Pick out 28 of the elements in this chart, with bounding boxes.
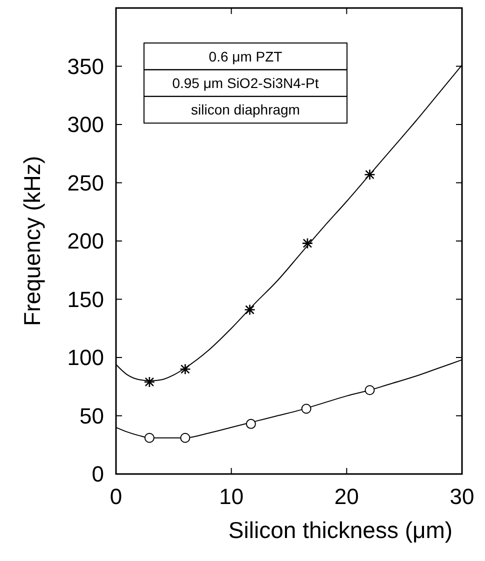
x-tick-label: 0 bbox=[110, 484, 122, 509]
annotation: 0.95 μm SiO2-Si3N4-Pt bbox=[172, 74, 319, 91]
point bbox=[246, 418, 256, 429]
text-box: 0.6 μm PZT 0.95 μm SiO2-Si3N4-Pt silicon diaphragm bbox=[144, 42, 348, 124]
point bbox=[364, 168, 376, 180]
point bbox=[180, 432, 190, 443]
point bbox=[144, 376, 156, 388]
y-tick-label: 200 bbox=[67, 228, 104, 254]
point bbox=[144, 432, 154, 443]
y-tick-label: 0 bbox=[92, 462, 104, 487]
point bbox=[301, 404, 312, 414]
x-tick-label: 10 bbox=[219, 484, 244, 509]
annotation: 0.6 μm PZT bbox=[208, 48, 283, 64]
point bbox=[180, 364, 191, 375]
y-tick-label: 350 bbox=[67, 54, 104, 79]
y-tick-label: 300 bbox=[67, 112, 104, 138]
x-tick-label: 20 bbox=[334, 484, 359, 509]
point bbox=[364, 385, 375, 396]
x-axis-title: Silicon thickness (μm) bbox=[228, 517, 453, 543]
y-tick-label: 250 bbox=[67, 170, 104, 196]
y-tick-label: 150 bbox=[67, 286, 104, 312]
y-tick-label: 100 bbox=[67, 345, 104, 370]
x-tick-label: 30 bbox=[450, 484, 474, 509]
y-axis-title: Frequency (kHz) bbox=[19, 156, 45, 326]
point bbox=[302, 238, 314, 249]
y-tick-label: 50 bbox=[80, 403, 104, 428]
point bbox=[244, 304, 256, 316]
annotation: silicon diaphragm bbox=[191, 102, 300, 118]
